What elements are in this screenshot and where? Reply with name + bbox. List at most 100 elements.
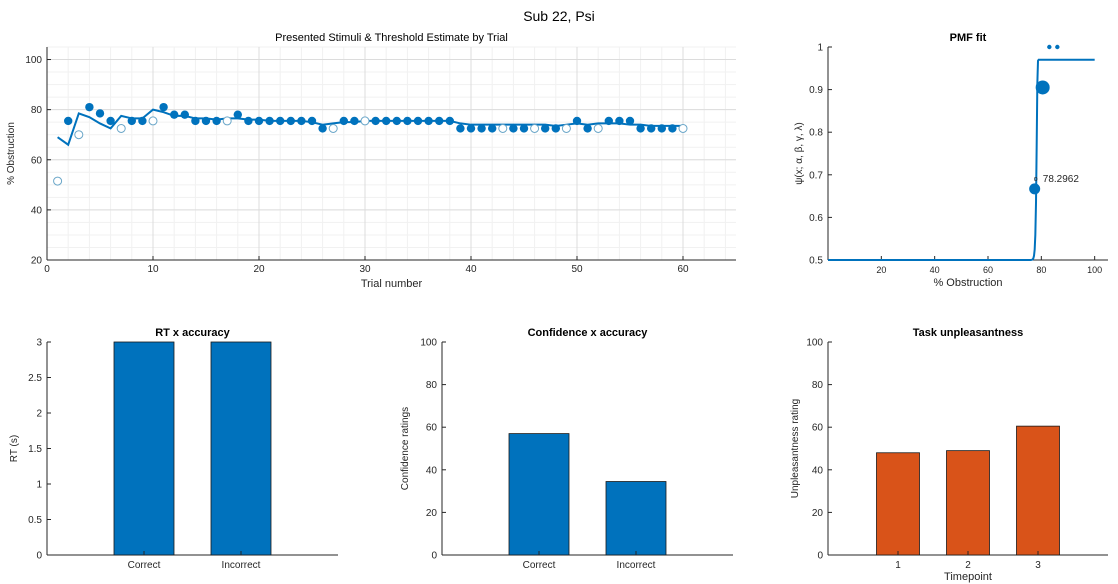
- rt-chart: 0 0.5 1 1.5 2 2.5 3 Correct Incorrect RT x accura…: [9, 327, 338, 571]
- unp-category-label: 1: [895, 560, 901, 571]
- pmf-y-tick-label: 0.8: [809, 128, 823, 139]
- trials-correct-point: [244, 116, 253, 126]
- trials-correct-point: [668, 124, 677, 133]
- trials-correct-point: [201, 116, 211, 126]
- rt-y-tick-label: 2.5: [28, 373, 42, 384]
- unp-y-tick-label: 60: [812, 423, 824, 434]
- conf-y-tick-label: 80: [426, 380, 438, 391]
- trials-correct-point: [647, 124, 656, 133]
- rt-y-tick-label: 1: [36, 480, 42, 491]
- trials-x-tick-label: 50: [571, 264, 583, 275]
- pmf-xlabel: % Obstruction: [933, 277, 1002, 289]
- trials-correct-point: [138, 116, 147, 126]
- unp-chart: 0 20 40 60 80 100 1 2 3 Task unpleasantness Unplea…: [790, 327, 1108, 583]
- unp-bar: [876, 452, 920, 556]
- trials-incorrect-point: [74, 130, 84, 140]
- trials-correct-point: [276, 116, 285, 126]
- conf-ylabel: Confidence ratings: [400, 407, 411, 490]
- trials-correct-point: [636, 124, 645, 133]
- trials-x-tick-label: 0: [44, 264, 50, 275]
- rt-y-tick-label: 2: [36, 409, 42, 420]
- trials-correct-point: [159, 102, 168, 112]
- trials-correct-point: [339, 116, 348, 126]
- trials-chart: 0 10 20 30 40 50 60 20 40 60 80 100 Presented Stimul…: [6, 32, 736, 290]
- trials-correct-point: [265, 116, 274, 126]
- unp-y-tick-label: 0: [817, 551, 823, 562]
- trials-incorrect-point: [116, 123, 126, 133]
- trials-correct-point: [212, 116, 221, 126]
- conf-category-label: Incorrect: [617, 560, 656, 571]
- trials-correct-point: [625, 116, 635, 126]
- conf-chart: 0 20 40 60 80 100 Correct Incorrect Confidence x…: [400, 327, 733, 571]
- trials-correct-point: [435, 116, 444, 126]
- rt-bar: [210, 341, 272, 556]
- trials-correct-point: [657, 124, 666, 133]
- trials-y-tick-label: 80: [31, 105, 43, 116]
- trials-correct-point: [191, 116, 200, 126]
- trials-ylabel: % Obstruction: [6, 122, 17, 185]
- unp-bar: [946, 450, 990, 556]
- conf-y-tick-label: 60: [426, 423, 438, 434]
- figure-suptitle: Sub 22, Psi: [523, 8, 595, 24]
- unp-ylabel: Unpleasantness rating: [790, 399, 801, 499]
- pmf-x-tick-label: 80: [1036, 265, 1046, 275]
- pmf-data-point: [1035, 80, 1050, 95]
- conf-y-tick-label: 100: [420, 338, 437, 349]
- rt-y-tick-label: 3: [36, 338, 42, 349]
- pmf-y-tick-label: 1: [817, 43, 823, 54]
- trials-correct-point: [403, 116, 412, 126]
- trials-incorrect-point: [360, 116, 370, 126]
- pmf-y-tick-label: 0.7: [809, 170, 823, 181]
- pmf-fit-curve: [828, 58, 1095, 261]
- trials-correct-point: [604, 116, 613, 126]
- pmf-y-tick-label: 0.5: [809, 256, 823, 267]
- conf-y-tick-label: 20: [426, 508, 438, 519]
- rt-ylabel: RT (s): [9, 435, 20, 462]
- trials-correct-point: [170, 110, 179, 119]
- pmf-data-point: [1029, 183, 1041, 195]
- trials-correct-point: [180, 110, 189, 119]
- pmf-chart: 20 40 60 80 100 0.5 0.6 0.7 0.8 0.9 1 PMF fit ψ(x; α…: [794, 32, 1108, 289]
- trials-correct-point: [106, 116, 115, 126]
- rt-y-tick-label: 0: [36, 551, 42, 562]
- unp-y-tick-label: 80: [812, 380, 824, 391]
- trials-correct-point: [583, 124, 592, 133]
- pmf-x-tick-label: 60: [983, 265, 993, 275]
- trials-incorrect-point: [561, 123, 571, 133]
- pmf-threshold-label: 78.2962: [1043, 174, 1080, 185]
- trials-correct-point: [509, 124, 518, 133]
- rt-category-label: Correct: [128, 560, 161, 571]
- trials-correct-point: [572, 116, 582, 126]
- trials-title: Presented Stimuli & Threshold Estimate b…: [275, 32, 508, 44]
- trials-incorrect-point: [530, 123, 540, 133]
- trials-correct-point: [233, 110, 242, 119]
- trials-correct-point: [254, 116, 264, 126]
- trials-x-tick-label: 30: [359, 264, 371, 275]
- trials-y-tick-label: 40: [31, 205, 43, 216]
- unp-category-label: 2: [965, 560, 971, 571]
- trials-y-tick-label: 100: [25, 55, 42, 66]
- trials-correct-point: [456, 124, 465, 133]
- conf-bar: [605, 481, 667, 556]
- conf-title: Confidence x accuracy: [528, 327, 649, 339]
- trials-y-tick-label: 20: [31, 256, 43, 267]
- trials-correct-point: [413, 116, 423, 126]
- conf-category-label: Correct: [523, 560, 556, 571]
- trials-correct-point: [466, 124, 476, 133]
- conf-y-tick-label: 0: [431, 551, 437, 562]
- trials-x-tick-label: 60: [677, 264, 689, 275]
- pmf-threshold-marker: o: [1034, 176, 1038, 183]
- trials-x-tick-label: 40: [465, 264, 477, 275]
- trials-correct-point: [318, 124, 327, 133]
- trials-correct-point: [615, 116, 624, 126]
- conf-y-tick-label: 40: [426, 465, 438, 476]
- unp-y-tick-label: 40: [812, 465, 824, 476]
- trials-correct-point: [445, 116, 454, 126]
- rt-title: RT x accuracy: [155, 327, 230, 339]
- trials-correct-point: [382, 116, 391, 126]
- trials-correct-point: [85, 102, 94, 112]
- pmf-x-tick-label: 20: [876, 265, 886, 275]
- trials-incorrect-point: [328, 123, 338, 133]
- unp-y-tick-label: 100: [806, 338, 823, 349]
- pmf-ylabel: ψ(x; α, β, γ, λ): [794, 122, 805, 185]
